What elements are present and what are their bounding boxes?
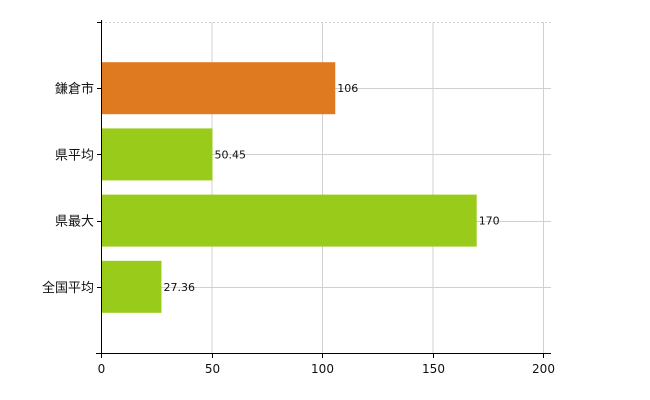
value-label: 170 bbox=[479, 215, 500, 228]
x-tick-label: 0 bbox=[98, 362, 106, 376]
bar bbox=[102, 194, 477, 247]
x-tick-label: 200 bbox=[532, 362, 555, 376]
value-label: 50.45 bbox=[214, 148, 246, 161]
x-tick-label: 50 bbox=[205, 362, 220, 376]
x-tick-label: 100 bbox=[311, 362, 334, 376]
category-label: 全国平均 bbox=[42, 280, 94, 296]
value-label: 106 bbox=[337, 82, 358, 95]
bar bbox=[102, 62, 336, 115]
category-label: 鎌倉市 bbox=[55, 81, 94, 97]
value-label: 27.36 bbox=[163, 281, 195, 294]
bar bbox=[102, 260, 162, 313]
x-tick-label: 150 bbox=[422, 362, 445, 376]
bar bbox=[102, 128, 213, 181]
category-label: 県最大 bbox=[55, 215, 94, 230]
category-label: 県平均 bbox=[55, 148, 94, 163]
